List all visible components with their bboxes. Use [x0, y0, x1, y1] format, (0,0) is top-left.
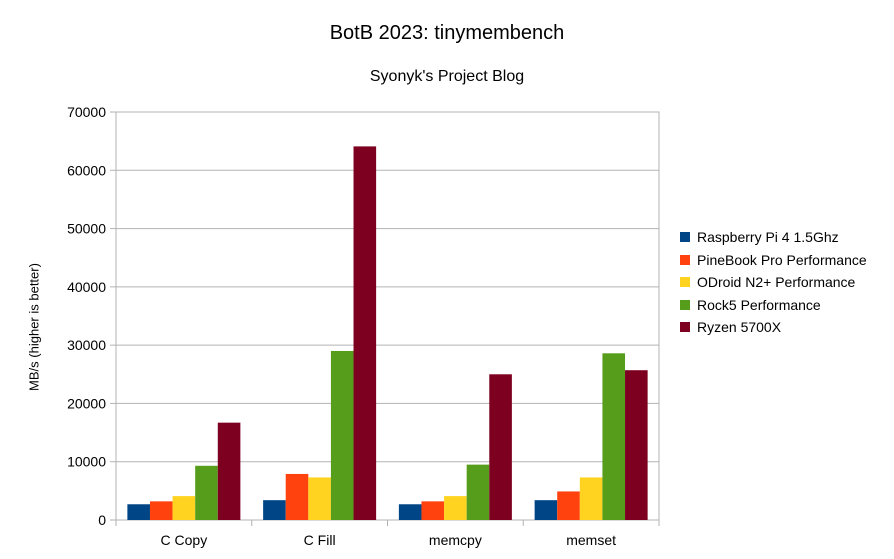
- bar: [149, 501, 173, 520]
- chart-subtitle: Syonyk's Project Blog: [369, 68, 525, 85]
- legend-item: Raspberry Pi 4 1.5Ghz: [680, 226, 867, 249]
- y-tick-label: 50000: [67, 221, 106, 237]
- x-tick-label: memset: [566, 532, 616, 548]
- bar: [353, 146, 377, 521]
- legend-label: ODroid N2+ Performance: [697, 274, 856, 291]
- y-tick-label: 60000: [67, 162, 106, 178]
- y-tick-label: 10000: [67, 454, 106, 470]
- chart-title: BotB 2023: tinymembench: [329, 22, 565, 44]
- legend-swatch: [680, 322, 690, 333]
- plot-border: [115, 111, 660, 521]
- bar: [489, 374, 512, 520]
- bar: [625, 370, 648, 520]
- legend-item: PineBook Pro Performance: [680, 249, 867, 272]
- bar: [217, 422, 241, 520]
- x-tick-label: C Copy: [161, 532, 208, 548]
- legend-swatch: [680, 277, 690, 288]
- legend-swatch: [680, 299, 690, 310]
- x-tick-label: memcpy: [429, 532, 482, 548]
- bar: [172, 496, 196, 520]
- bar: [330, 350, 354, 520]
- legend-label: Rock5 Performance: [697, 296, 821, 313]
- legend: Raspberry Pi 4 1.5Ghz PineBook Pro Perfor…: [680, 226, 867, 339]
- legend-item: ODroid N2+ Performance: [680, 271, 867, 294]
- bar: [466, 464, 490, 520]
- bar: [398, 504, 422, 520]
- bar: [308, 477, 331, 520]
- legend-swatch: [680, 232, 690, 243]
- bar: [444, 496, 467, 520]
- bar: [127, 504, 150, 520]
- bar: [263, 500, 286, 520]
- bar: [579, 477, 603, 520]
- legend-item: Rock5 Performance: [680, 294, 867, 317]
- bar: [421, 501, 445, 520]
- x-tick-label: C Fill: [304, 532, 336, 548]
- bar: [285, 473, 309, 520]
- legend-label: Raspberry Pi 4 1.5Ghz: [697, 229, 839, 246]
- legend-label: PineBook Pro Performance: [697, 251, 867, 268]
- bar: [602, 353, 626, 520]
- y-tick-label: 20000: [67, 395, 106, 411]
- y-tick-label: 0: [98, 512, 106, 528]
- y-tick-label: 40000: [67, 279, 106, 295]
- bar: [557, 491, 580, 520]
- y-tick-label: 30000: [67, 337, 106, 353]
- bar: [534, 500, 558, 520]
- legend-label: Ryzen 5700X: [697, 319, 782, 336]
- legend-swatch: [680, 254, 690, 265]
- legend-item: Ryzen 5700X: [680, 316, 867, 339]
- bar: [195, 465, 218, 520]
- y-tick-label: 70000: [67, 104, 106, 120]
